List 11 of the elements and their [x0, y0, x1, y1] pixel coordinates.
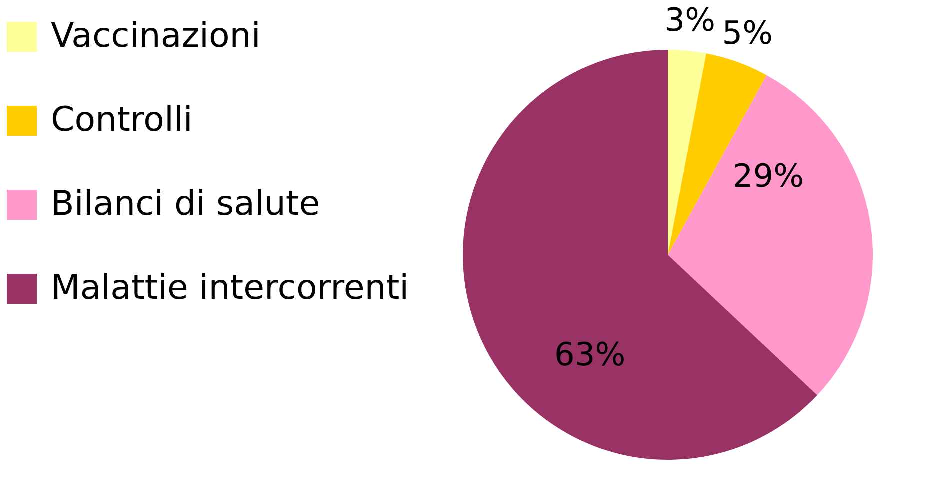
data-label: 63% — [554, 335, 626, 374]
data-label: 29% — [732, 157, 804, 196]
legend-label: Malattie intercorrenti — [51, 268, 410, 308]
data-label: 5% — [722, 14, 773, 52]
pie-slice — [668, 50, 706, 255]
legend-label: Vaccinazioni — [51, 16, 261, 56]
pie-slice — [463, 50, 818, 460]
pie-slice — [668, 75, 873, 396]
legend-label: Bilanci di salute — [51, 184, 320, 224]
legend-label: Controlli — [51, 100, 193, 140]
data-label: 3% — [664, 1, 716, 40]
